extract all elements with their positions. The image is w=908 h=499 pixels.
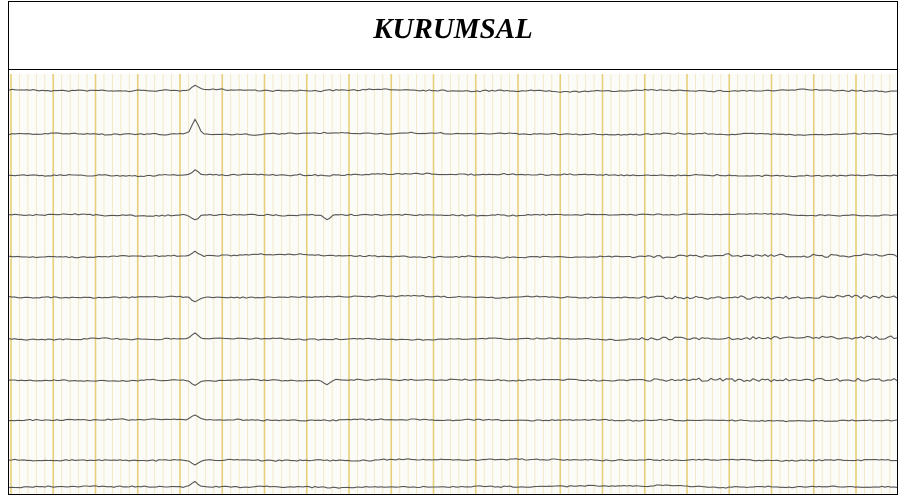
title: KURUMSAL bbox=[9, 2, 897, 70]
eeg-recording bbox=[9, 74, 897, 494]
page: KURUMSAL (() => { const data = JSON.pars… bbox=[0, 0, 908, 499]
paper bbox=[9, 74, 897, 494]
figure-frame: KURUMSAL bbox=[8, 1, 898, 495]
